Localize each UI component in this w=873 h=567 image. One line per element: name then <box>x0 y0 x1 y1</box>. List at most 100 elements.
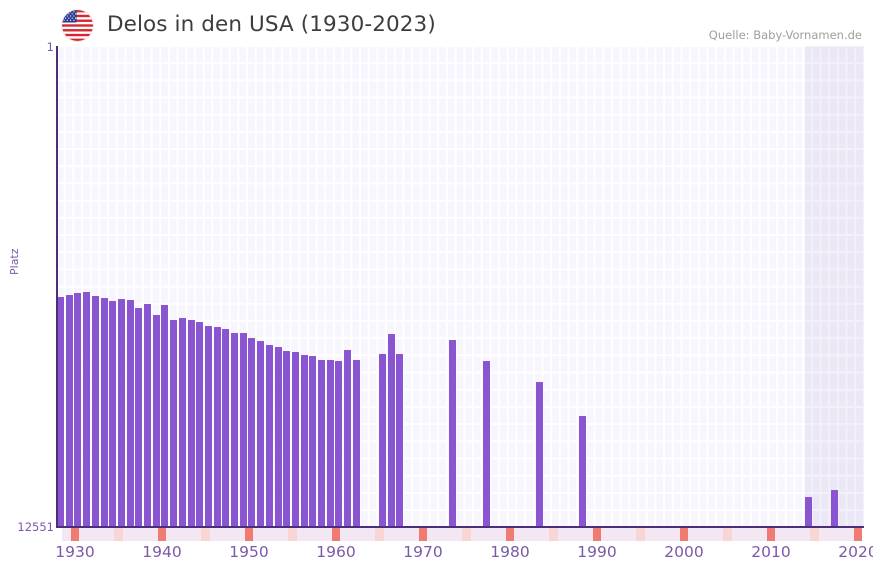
x-axis-label-1930: 1930 <box>55 543 95 561</box>
chart-header: Delos in den USA (1930-2023) Quelle: Bab… <box>0 0 873 44</box>
x-tick-mark-1951 <box>253 528 263 541</box>
bar-1949[interactable] <box>231 333 238 527</box>
bar-1931[interactable] <box>74 293 82 527</box>
bar-1933[interactable] <box>91 296 99 527</box>
x-tick-mark-2009 <box>757 528 767 541</box>
bar-1984[interactable] <box>535 382 543 527</box>
x-tick-mark-2016 <box>818 528 828 541</box>
x-tick-mark-1991 <box>601 528 611 541</box>
bar-1968[interactable] <box>396 354 404 527</box>
bar-1932[interactable] <box>83 292 91 527</box>
x-tick-mark-1989 <box>583 528 593 541</box>
x-tick-mark-1935 <box>114 528 123 541</box>
bar-1967[interactable] <box>387 334 395 527</box>
bar-1951[interactable] <box>248 338 256 527</box>
bar-1959[interactable] <box>318 360 325 527</box>
x-tick-mark-2018 <box>836 528 845 541</box>
x-tick-mark-1970 <box>418 528 428 541</box>
bar-1948[interactable] <box>222 329 230 527</box>
x-tick-mark-2020 <box>853 528 863 541</box>
x-tick-mark-1962 <box>349 528 358 541</box>
y-axis-tick-top: 1 <box>46 40 54 54</box>
x-tick-mark-1981 <box>514 528 524 541</box>
bar-1934[interactable] <box>100 298 108 527</box>
bar-1942[interactable] <box>170 320 178 527</box>
x-tick-mark-1945 <box>201 528 210 541</box>
page-title: Delos in den USA (1930-2023) <box>107 12 436 37</box>
bar-1963[interactable] <box>352 360 360 527</box>
bar-1930[interactable] <box>65 295 73 527</box>
x-tick-mark-1934 <box>105 528 115 541</box>
x-tick-mark-1957 <box>305 528 315 541</box>
bar-1946[interactable] <box>204 326 212 527</box>
bar-1954[interactable] <box>274 347 282 527</box>
x-tick-mark-1954 <box>279 528 289 541</box>
bar-1978[interactable] <box>483 361 491 527</box>
bar-1952[interactable] <box>257 341 265 527</box>
x-tick-mark-2006 <box>731 528 741 541</box>
bar-1929[interactable] <box>57 297 64 527</box>
x-axis-label-1990: 1990 <box>577 543 617 561</box>
bar-1937[interactable] <box>126 300 134 527</box>
bar-1935[interactable] <box>109 301 117 527</box>
x-axis-label-1950: 1950 <box>229 543 269 561</box>
bar-1956[interactable] <box>291 352 299 527</box>
x-tick-mark-1994 <box>627 528 637 541</box>
x-tick-mark-1940 <box>157 528 167 541</box>
bar-1936[interactable] <box>117 299 125 527</box>
x-tick-mark-1998 <box>662 528 671 541</box>
x-tick-mark-1953 <box>270 528 280 541</box>
x-tick-mark-1992 <box>610 528 619 541</box>
bar-1947[interactable] <box>213 327 221 527</box>
x-tick-mark-1996 <box>644 528 654 541</box>
x-tick-mark-1999 <box>670 528 680 541</box>
bar-1939[interactable] <box>144 304 151 527</box>
bar-1962[interactable] <box>344 350 352 527</box>
bar-1957[interactable] <box>300 355 308 527</box>
x-tick-mark-1974 <box>453 528 463 541</box>
bar-1989[interactable] <box>579 416 586 527</box>
x-axis-line <box>56 526 864 528</box>
bar-1960[interactable] <box>326 360 334 527</box>
bar-1944[interactable] <box>187 320 195 527</box>
x-tick-mark-1958 <box>314 528 323 541</box>
x-tick-mark-2019 <box>844 528 854 541</box>
x-axis-label-2010: 2010 <box>751 543 791 561</box>
x-tick-mark-1937 <box>131 528 141 541</box>
bar-1940[interactable] <box>152 315 160 527</box>
x-tick-mark-1973 <box>444 528 454 541</box>
x-tick-mark-1978 <box>488 528 497 541</box>
bar-1974[interactable] <box>448 340 456 527</box>
bar-series-delos-rank <box>56 46 864 527</box>
bar-1938[interactable] <box>135 308 143 527</box>
x-tick-mark-2004 <box>714 528 724 541</box>
bar-2018[interactable] <box>831 490 839 527</box>
bar-1945[interactable] <box>196 322 204 527</box>
x-axis-label-1980: 1980 <box>490 543 530 561</box>
bar-1955[interactable] <box>283 351 291 527</box>
x-tick-mark-2001 <box>688 528 698 541</box>
bar-1943[interactable] <box>178 318 186 527</box>
bar-1961[interactable] <box>335 361 343 527</box>
bar-1966[interactable] <box>378 354 386 527</box>
x-tick-mark-1936 <box>122 528 132 541</box>
x-tick-mark-1975 <box>462 528 471 541</box>
bar-1941[interactable] <box>161 305 169 527</box>
x-tick-mark-1972 <box>436 528 445 541</box>
source-label: Quelle: Baby-Vornamen.de <box>708 28 862 42</box>
x-tick-mark-1990 <box>592 528 602 541</box>
x-tick-mark-1942 <box>175 528 184 541</box>
x-tick-mark-1941 <box>166 528 176 541</box>
x-tick-mark-1971 <box>427 528 437 541</box>
x-tick-mark-1979 <box>496 528 506 541</box>
bar-1950[interactable] <box>239 333 247 527</box>
bar-2015[interactable] <box>805 497 813 527</box>
x-tick-mark-1944 <box>192 528 202 541</box>
x-axis-label-1960: 1960 <box>316 543 356 561</box>
x-tick-mark-2000 <box>679 528 689 541</box>
x-tick-mark-1987 <box>566 528 576 541</box>
x-tick-mark-1956 <box>296 528 306 541</box>
x-tick-mark-1952 <box>262 528 271 541</box>
bar-1953[interactable] <box>265 345 273 527</box>
bar-1958[interactable] <box>309 356 317 527</box>
